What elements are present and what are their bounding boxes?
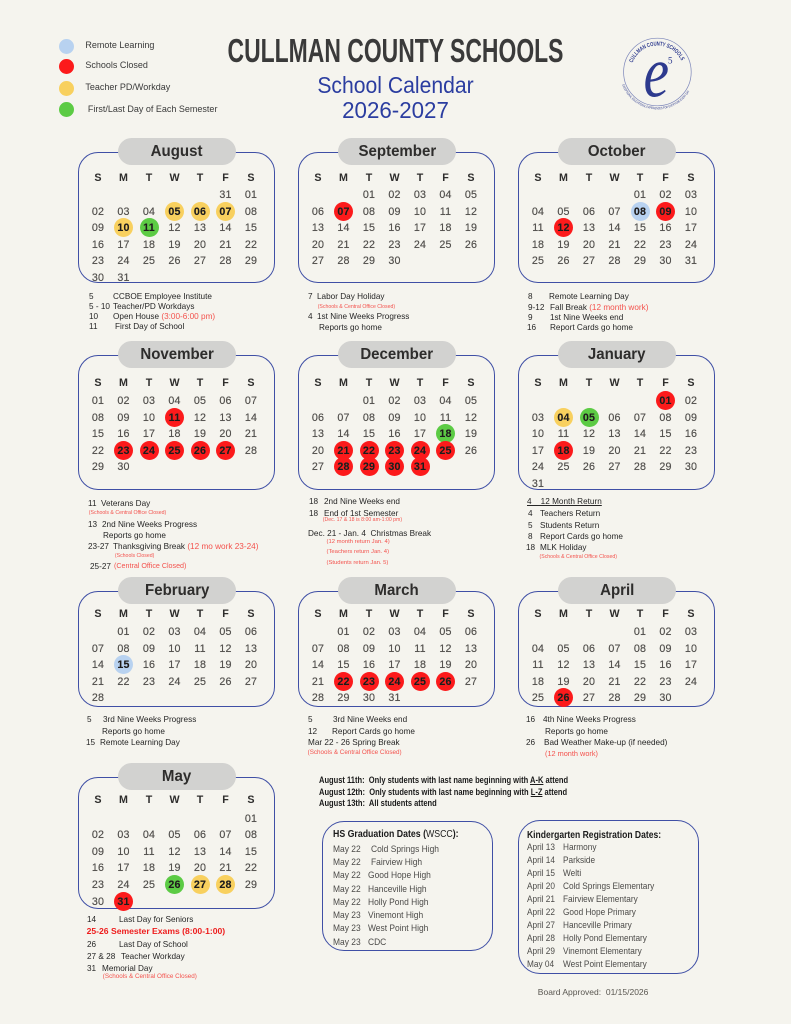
svg-text:5: 5 (668, 56, 673, 66)
svg-text:e: e (644, 34, 670, 114)
